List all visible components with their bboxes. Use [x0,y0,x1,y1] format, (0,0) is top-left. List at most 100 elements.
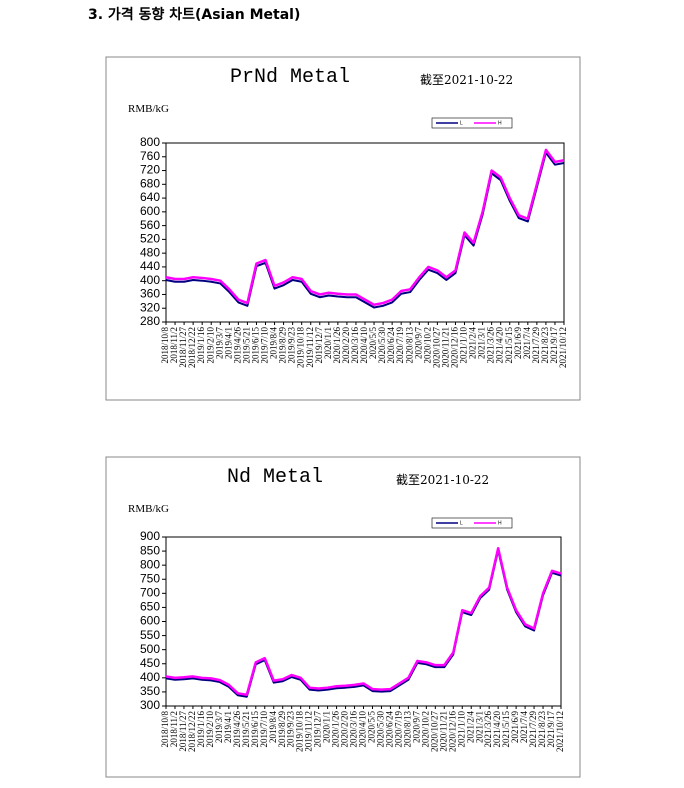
x-tick-label: 2019/2/10 [205,711,215,748]
x-tick-label: 2021/2/4 [465,711,475,744]
x-tick-label: 2020/8/13 [404,327,414,364]
x-tick-label: 2021/3/26 [486,327,496,364]
x-tick-label: 2020/10/2 [420,711,430,748]
x-tick-label: 2021/5/15 [501,711,511,748]
y-tick-label: 520 [140,232,160,246]
chart-subtitle: 截至2021-10-22 [396,473,489,487]
x-tick-label: 2020/9/7 [413,327,423,360]
x-tick-label: 2019/12/7 [314,327,324,364]
y-tick-label: 400 [140,273,160,287]
x-tick-label: 2020/12/16 [450,327,460,369]
x-tick-label: 2019/7/10 [260,327,270,364]
x-tick-label: 2018/11/27 [178,711,188,752]
x-tick-label: 2019/7/10 [259,711,269,748]
x-tick-label: 2020/3/16 [349,711,359,748]
plot-area [165,536,562,707]
x-tick-label: 2021/8/23 [537,711,547,748]
x-tick-label: 2021/8/23 [540,327,550,364]
x-tick-label: 2019/5/21 [241,711,251,748]
x-tick-label: 2020/3/16 [350,327,360,364]
x-tick-label: 2019/8/29 [277,711,287,748]
y-tick-label: 550 [140,628,160,642]
x-tick-label: 2019/11/12 [304,711,314,752]
x-tick-label: 2020/4/10 [359,327,369,364]
x-tick-label: 2021/10/12 [558,327,568,368]
x-tick-label: 2019/12/7 [313,711,323,748]
x-tick-label: 2018/10/8 [160,711,170,748]
y-tick-label: 280 [140,314,160,328]
y-tick-label: 450 [140,656,160,670]
y-tick-label: 800 [140,135,160,149]
y-tick-label: 760 [140,149,160,163]
x-tick-label: 2019/3/7 [214,327,224,360]
x-tick-label: 2019/9/23 [286,711,296,748]
heading: 3. 가격 동향 차트(Asian Metal) [88,7,301,23]
chart: PrNd Metal 截至2021-10-22 RMB/kG 280320360400… [105,56,581,401]
x-tick-label: 2021/7/29 [531,327,541,364]
x-tick-label: 2020/4/10 [358,711,368,748]
legend-label: L [460,520,463,526]
y-tick-label: 300 [140,698,160,712]
x-tick-label: 2019/1/16 [196,711,206,748]
x-tick-label: 2021/6/9 [513,327,523,360]
x-tick-label: 2020/5/30 [376,711,386,748]
y-tick-label: 850 [140,543,160,557]
chart-title: PrNd Metal [230,66,350,89]
y-tick-label: 440 [140,259,160,273]
chart-title: Nd Metal [227,466,323,489]
y-tick-label: 720 [140,163,160,177]
legend-box [431,117,513,129]
x-tick-label: 2020/11/21 [438,711,448,752]
x-tick-label: 2021/7/4 [519,711,529,744]
x-tick-label: 2019/11/12 [305,327,315,368]
x-tick-label: 2020/5/5 [368,327,378,360]
y-tick-label: 320 [140,300,160,314]
plot-area [165,142,565,323]
x-tick-label: 2021/10/12 [555,711,565,752]
y-tick-label: 640 [140,190,160,204]
y-tick-label: 560 [140,218,160,232]
x-tick-label: 2019/4/26 [232,327,242,364]
series-line [165,151,565,309]
legend-box [431,517,513,529]
y-tick-label: 800 [140,557,160,571]
x-tick-label: 2019/4/1 [223,327,233,359]
y-tick-label: 900 [140,529,160,543]
x-tick-label: 2018/11/27 [178,327,188,368]
x-tick-label: 2020/1/1 [323,327,333,359]
x-tick-label: 2019/2/10 [205,327,215,364]
legend-label: H [498,120,502,126]
x-tick-label: 2020/1/26 [332,327,342,364]
x-tick-label: 2019/1/16 [196,327,206,364]
x-tick-label: 2020/9/7 [411,711,421,744]
x-tick-label: 2019/8/29 [278,327,288,364]
x-tick-label: 2020/7/19 [393,711,403,748]
x-tick-label: 2020/5/30 [377,327,387,364]
x-tick-label: 2018/12/22 [187,711,197,752]
x-tick-label: 2021/3/26 [483,711,493,748]
x-tick-label: 2019/10/18 [296,327,306,369]
x-tick-label: 2019/8/4 [268,711,278,744]
y-tick-label: 400 [140,670,160,684]
y-tick-label: 750 [140,571,160,585]
y-tick-label: 350 [140,684,160,698]
x-tick-label: 2021/2/4 [468,327,478,360]
x-tick-label: 2019/9/23 [287,327,297,364]
x-tick-label: 2019/4/26 [232,711,242,748]
legend-label: H [498,520,502,526]
y-tick-label: 680 [140,176,160,190]
x-tick-label: 2020/10/27 [431,327,441,369]
x-tick-label: 2020/8/13 [402,711,412,748]
x-tick-label: 2021/3/1 [477,327,487,359]
x-tick-label: 2021/4/20 [492,711,502,748]
x-tick-label: 2018/10/8 [160,327,170,364]
x-tick-label: 2020/2/20 [340,711,350,748]
x-tick-label: 2019/5/21 [241,327,251,364]
y-tick-label: 360 [140,287,160,301]
x-tick-label: 2021/9/17 [549,327,559,364]
x-tick-label: 2021/1/10 [456,711,466,748]
chart: Nd Metal 截至2021-10-22 RMB/kG 30035040045050… [105,456,581,778]
x-tick-label: 2018/11/2 [169,327,179,363]
